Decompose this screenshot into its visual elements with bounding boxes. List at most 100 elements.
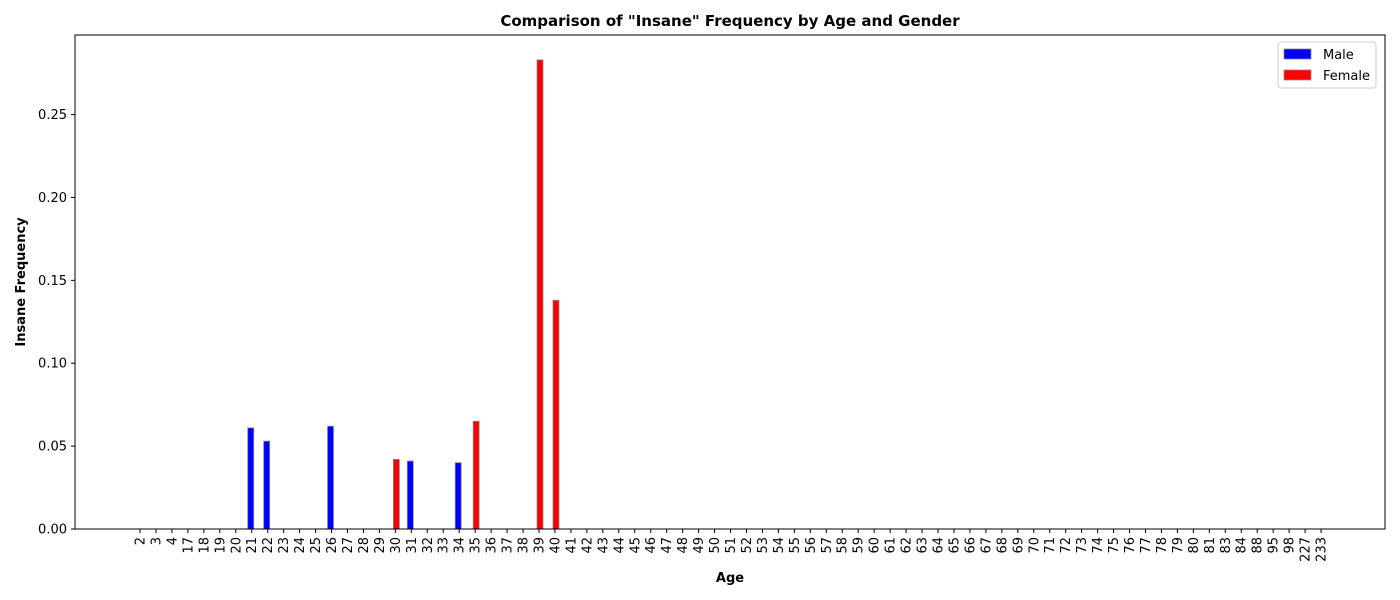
x-tick-label: 21: [245, 537, 260, 554]
x-tick-label: 35: [469, 537, 484, 554]
x-tick-label: 45: [628, 537, 643, 554]
x-tick-label: 54: [772, 537, 787, 554]
x-tick-label: 81: [1203, 537, 1218, 554]
bars: [247, 59, 560, 530]
x-tick-label: 62: [900, 537, 915, 554]
legend-swatch-female: [1283, 69, 1312, 81]
x-tick-label: 56: [804, 537, 819, 554]
x-tick-label: 69: [1011, 537, 1026, 554]
x-tick-label: 71: [1043, 537, 1058, 554]
x-tick-label: 65: [947, 537, 962, 554]
x-tick-label: 32: [421, 537, 436, 554]
x-tick-label: 60: [868, 537, 883, 554]
x-tick-label: 79: [1171, 537, 1186, 554]
bar-male: [327, 425, 334, 530]
bar-female: [552, 299, 560, 530]
x-tick-label: 2: [134, 537, 149, 545]
x-tick-label: 73: [1075, 537, 1090, 554]
x-tick-label: 63: [916, 537, 931, 554]
x-tick-label: 52: [740, 537, 755, 554]
x-tick-label: 88: [1251, 537, 1266, 554]
x-tick-label: 53: [756, 537, 771, 554]
x-tick-label: 39: [533, 537, 548, 554]
x-tick-label: 4: [165, 537, 180, 545]
y-tick-label: 0.15: [38, 274, 67, 289]
x-tick-label: 51: [724, 537, 739, 554]
bar-male: [454, 462, 462, 530]
x-tick-label: 61: [884, 537, 899, 554]
x-tick-label: 41: [564, 537, 579, 554]
x-tick-label: 17: [181, 537, 196, 554]
x-tick-label: 55: [788, 537, 803, 554]
y-tick-label: 0.10: [38, 357, 67, 372]
x-tick-label: 24: [293, 537, 308, 554]
x-tick-label: 233: [1315, 537, 1330, 562]
x-tick-label: 37: [501, 537, 516, 554]
x-tick-label: 42: [580, 537, 595, 554]
x-tick-label: 49: [692, 537, 707, 554]
bar-female: [536, 59, 544, 530]
y-tick-label: 0.20: [38, 191, 67, 206]
x-tick-label: 38: [517, 537, 532, 554]
y-axis: 0.00 0.05 0.10 0.15 0.20 0.25: [38, 108, 75, 538]
x-tick-label: 95: [1267, 537, 1282, 554]
legend: Male Female: [1277, 41, 1377, 89]
x-tick-label: 57: [820, 537, 835, 554]
legend-swatch-male: [1283, 48, 1312, 60]
x-axis: 2 3 4 17 18 19 20 21 22 23 24 25 26 27 28 29 30 31 32 33 34 3…: [134, 529, 1330, 562]
legend-label-female: Female: [1323, 69, 1370, 84]
x-tick-label: 98: [1283, 537, 1298, 554]
x-tick-label: 66: [963, 537, 978, 554]
chart-title: Comparison of "Insane" Frequency by Age …: [500, 12, 960, 30]
x-tick-label: 40: [548, 537, 563, 554]
x-tick-label: 80: [1187, 537, 1202, 554]
y-axis-label: Insane Frequency: [14, 217, 29, 347]
x-tick-label: 29: [373, 537, 388, 554]
x-tick-label: 34: [453, 537, 468, 554]
x-tick-label: 76: [1123, 537, 1138, 554]
x-tick-label: 31: [405, 537, 420, 554]
x-tick-label: 33: [437, 537, 452, 554]
bar-male: [406, 460, 414, 530]
bar-male: [263, 440, 271, 530]
x-tick-label: 64: [932, 537, 947, 554]
x-tick-label: 26: [325, 537, 340, 554]
x-tick-label: 20: [229, 537, 244, 554]
x-tick-label: 84: [1235, 537, 1250, 554]
x-tick-label: 28: [357, 537, 372, 554]
x-tick-label: 227: [1299, 537, 1314, 562]
legend-label-male: Male: [1323, 48, 1354, 63]
x-tick-label: 50: [708, 537, 723, 554]
x-tick-label: 44: [612, 537, 627, 554]
bar-male: [247, 427, 255, 530]
x-tick-label: 47: [660, 537, 675, 554]
x-tick-label: 3: [149, 537, 164, 545]
x-tick-label: 46: [644, 537, 659, 554]
x-tick-label: 83: [1219, 537, 1234, 554]
x-tick-label: 59: [852, 537, 867, 554]
x-tick-label: 43: [596, 537, 611, 554]
bar-female: [392, 458, 400, 530]
x-tick-label: 18: [197, 537, 212, 554]
x-tick-label: 75: [1107, 537, 1122, 554]
x-tick-label: 70: [1027, 537, 1042, 554]
x-tick-label: 19: [213, 537, 228, 554]
x-tick-label: 72: [1059, 537, 1074, 554]
x-tick-label: 27: [341, 537, 356, 554]
x-tick-label: 22: [261, 537, 276, 554]
x-tick-label: 36: [485, 537, 500, 554]
bar-female: [472, 420, 480, 530]
y-tick-label: 0.05: [38, 440, 67, 455]
x-tick-label: 77: [1139, 537, 1154, 554]
x-tick-label: 74: [1091, 537, 1106, 554]
plot-frame: [74, 34, 1386, 530]
x-tick-label: 68: [995, 537, 1010, 554]
x-tick-label: 67: [979, 537, 994, 554]
y-tick-label: 0.25: [38, 108, 67, 123]
x-tick-label: 78: [1155, 537, 1170, 554]
x-tick-label: 25: [309, 537, 324, 554]
x-tick-label: 58: [836, 537, 851, 554]
x-axis-label: Age: [716, 571, 744, 586]
x-tick-label: 30: [389, 537, 404, 554]
